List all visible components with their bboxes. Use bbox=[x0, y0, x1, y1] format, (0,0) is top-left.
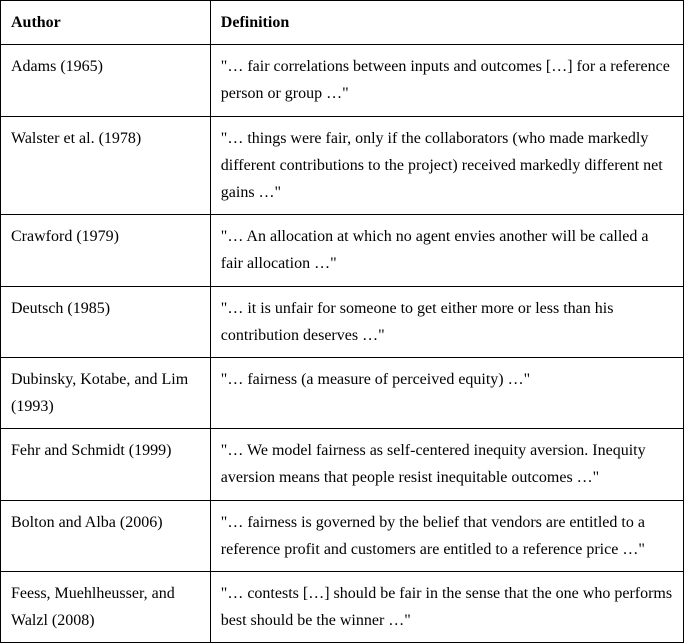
table-row: Fehr and Schmidt (1999)"… We model fairn… bbox=[1, 429, 684, 500]
table-row: Feess, Muehlheusser, and Walzl (2008)"… … bbox=[1, 572, 684, 643]
cell-author: Dubinsky, Kotabe, and Lim (1993) bbox=[1, 357, 211, 428]
table-row: Adams (1965)"… fair correlations between… bbox=[1, 45, 684, 116]
table-body: Adams (1965)"… fair correlations between… bbox=[1, 45, 684, 643]
table-header-row: Author Definition bbox=[1, 1, 684, 45]
cell-author: Bolton and Alba (2006) bbox=[1, 500, 211, 571]
cell-author: Feess, Muehlheusser, and Walzl (2008) bbox=[1, 572, 211, 643]
cell-author: Walster et al. (1978) bbox=[1, 116, 211, 215]
column-header-author: Author bbox=[1, 1, 211, 45]
cell-author: Deutsch (1985) bbox=[1, 286, 211, 357]
cell-definition: "… things were fair, only if the collabo… bbox=[210, 116, 683, 215]
table-row: Dubinsky, Kotabe, and Lim (1993)"… fairn… bbox=[1, 357, 684, 428]
cell-definition: "… We model fairness as self-centered in… bbox=[210, 429, 683, 500]
definitions-table: Author Definition Adams (1965)"… fair co… bbox=[0, 0, 684, 643]
cell-definition: "… contests […] should be fair in the se… bbox=[210, 572, 683, 643]
column-header-definition: Definition bbox=[210, 1, 683, 45]
table-row: Deutsch (1985)"… it is unfair for someon… bbox=[1, 286, 684, 357]
cell-definition: "… fair correlations between inputs and … bbox=[210, 45, 683, 116]
table-row: Crawford (1979)"… An allocation at which… bbox=[1, 215, 684, 286]
cell-definition: "… An allocation at which no agent envie… bbox=[210, 215, 683, 286]
cell-definition: "… fairness (a measure of perceived equi… bbox=[210, 357, 683, 428]
cell-author: Crawford (1979) bbox=[1, 215, 211, 286]
table-row: Walster et al. (1978)"… things were fair… bbox=[1, 116, 684, 215]
cell-author: Adams (1965) bbox=[1, 45, 211, 116]
cell-definition: "… it is unfair for someone to get eithe… bbox=[210, 286, 683, 357]
cell-definition: "… fairness is governed by the belief th… bbox=[210, 500, 683, 571]
table-row: Bolton and Alba (2006)"… fairness is gov… bbox=[1, 500, 684, 571]
cell-author: Fehr and Schmidt (1999) bbox=[1, 429, 211, 500]
